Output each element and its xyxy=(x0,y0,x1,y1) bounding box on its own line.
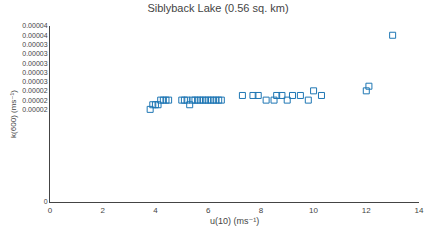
svg-text:4: 4 xyxy=(153,206,158,215)
svg-text:8: 8 xyxy=(259,206,264,215)
svg-text:0.00003: 0.00003 xyxy=(22,41,47,48)
svg-text:12: 12 xyxy=(362,206,371,215)
svg-text:2: 2 xyxy=(100,206,105,215)
svg-text:0.00003: 0.00003 xyxy=(22,60,47,67)
svg-text:0: 0 xyxy=(44,198,48,205)
svg-text:0.00003: 0.00003 xyxy=(22,78,47,85)
svg-text:k(600) (ms⁻¹): k(600) (ms⁻¹) xyxy=(9,90,18,138)
svg-text:0.00004: 0.00004 xyxy=(22,32,47,39)
svg-text:0.00004: 0.00004 xyxy=(22,22,47,29)
svg-text:u(10) (ms⁻¹): u(10) (ms⁻¹) xyxy=(210,216,259,226)
svg-text:0.00002: 0.00002 xyxy=(22,87,47,94)
svg-text:0.00002: 0.00002 xyxy=(22,97,47,104)
svg-text:0: 0 xyxy=(48,206,53,215)
svg-text:0.00003: 0.00003 xyxy=(22,69,47,76)
svg-text:Siblyback Lake (0.56 sq. km): Siblyback Lake (0.56 sq. km) xyxy=(147,2,288,14)
svg-text:0.00003: 0.00003 xyxy=(22,50,47,57)
svg-text:10: 10 xyxy=(309,206,318,215)
svg-text:14: 14 xyxy=(415,206,424,215)
svg-text:0.00002: 0.00002 xyxy=(22,106,47,113)
svg-text:6: 6 xyxy=(206,206,211,215)
